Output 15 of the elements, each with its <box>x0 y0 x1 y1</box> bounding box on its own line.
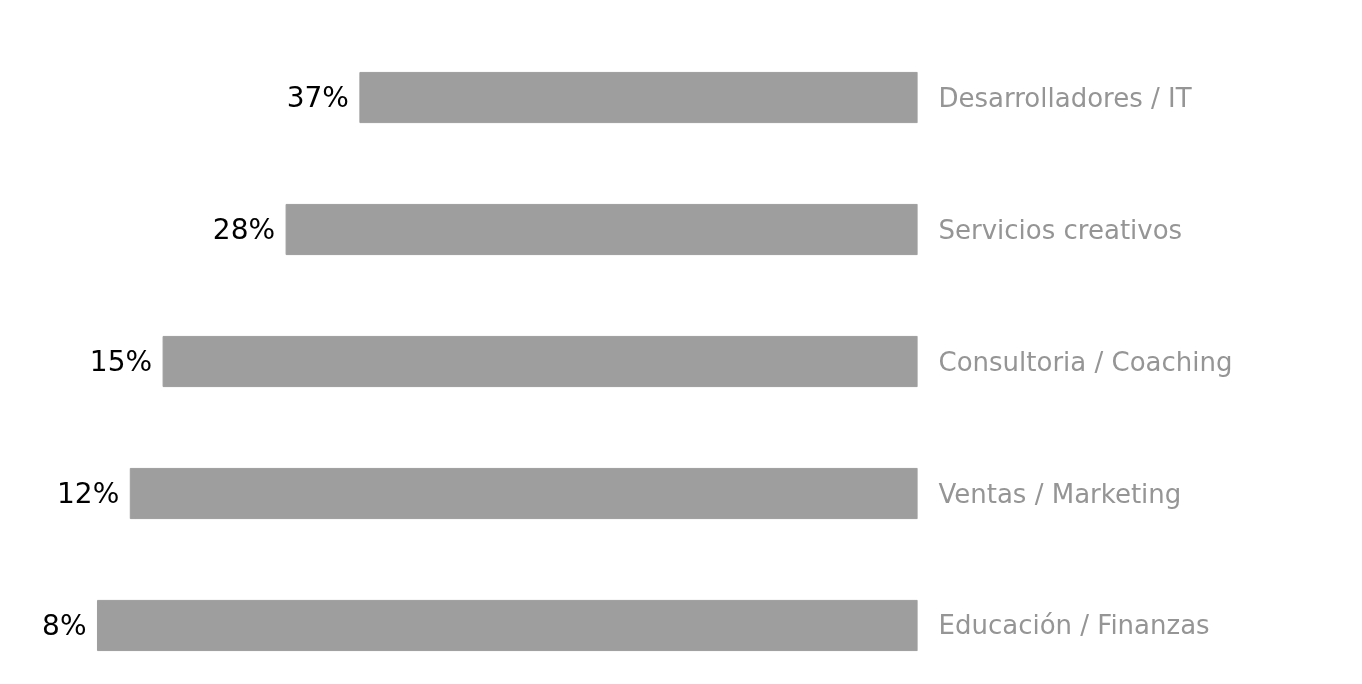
bar <box>129 467 918 520</box>
annotation: 15% <box>89 345 153 379</box>
annotation: 12% <box>57 477 120 510</box>
annotation: 28% <box>212 213 276 247</box>
bar <box>162 335 918 388</box>
bar <box>96 599 918 652</box>
bar <box>359 71 918 124</box>
y-tick-label: Desarrolladores / IT <box>938 82 1192 113</box>
y-tick-label: Educación / Finanzas <box>938 610 1210 641</box>
y-tick-label: Servicios creativos <box>938 214 1183 245</box>
annotation: 37% <box>286 81 349 115</box>
y-tick-label: Ventas / Marketing <box>938 478 1182 509</box>
y-tick-label: Consultoria / Coaching <box>938 346 1233 377</box>
bar <box>285 203 918 256</box>
text: 8% <box>42 609 87 642</box>
